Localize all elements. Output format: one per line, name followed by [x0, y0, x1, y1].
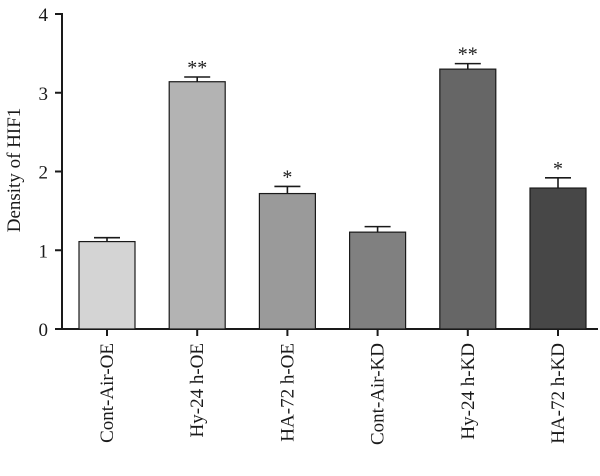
y-ticks: 0 1 2 3 4	[39, 5, 62, 341]
bar-5	[529, 187, 587, 330]
bar-3	[349, 231, 407, 330]
x-tick-label: Cont-Air-KD	[368, 343, 389, 445]
x-tick-label: HA-72 h-OE	[277, 343, 298, 442]
bar-0	[78, 240, 136, 330]
significance-marker: **	[187, 57, 207, 79]
axes	[61, 13, 598, 330]
x-tick-labels: Cont-Air-OE Hy-24 h-OE HA-72 h-OE Cont-Air-…	[97, 329, 569, 445]
significance-labels: ******	[187, 44, 563, 189]
y-tick-label: 3	[39, 84, 49, 105]
error-bars	[94, 62, 571, 242]
y-tick-label: 4	[39, 5, 49, 26]
bar-1	[168, 81, 226, 330]
significance-marker: **	[458, 44, 478, 66]
x-tick-label: Hy-24 h-KD	[458, 343, 479, 440]
x-tick-label: Hy-24 h-OE	[187, 343, 208, 437]
x-tick-label: Cont-Air-OE	[97, 343, 118, 443]
y-tick-label: 1	[39, 241, 49, 262]
bar-2	[258, 192, 316, 330]
y-tick-label: 2	[39, 163, 49, 184]
bar-4	[439, 68, 497, 330]
bars	[78, 68, 587, 330]
y-tick-label: 0	[39, 320, 49, 341]
y-axis-label: Density of HIF1	[4, 108, 25, 233]
significance-marker: *	[282, 166, 292, 188]
significance-marker: *	[553, 158, 563, 180]
x-tick-label: HA-72 h-KD	[548, 343, 569, 444]
